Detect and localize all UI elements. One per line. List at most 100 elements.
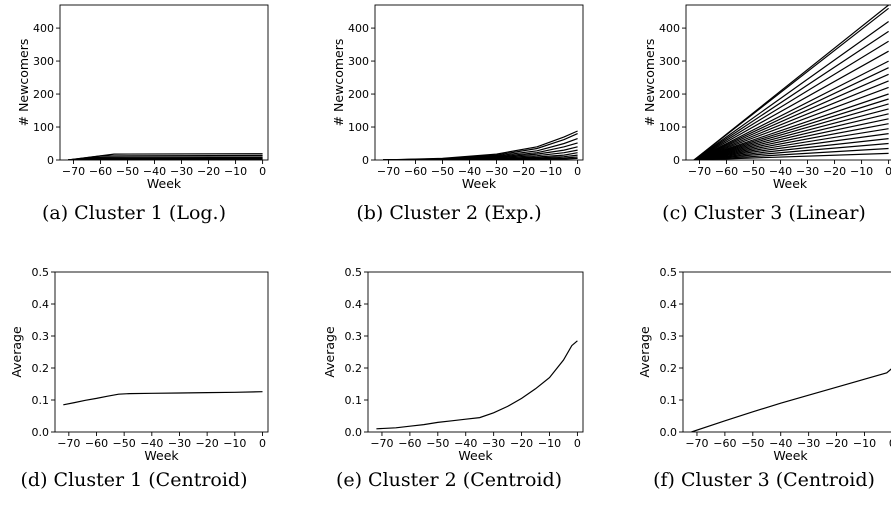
x-tick-label: 0	[574, 437, 581, 450]
x-tick-label: −50	[742, 165, 765, 178]
x-tick-label: −20	[512, 165, 535, 178]
y-tick-label: 0.5	[345, 266, 363, 279]
y-tick-label: 0.4	[660, 298, 678, 311]
y-tick-label: 0.2	[345, 362, 363, 375]
x-tick-label: −20	[196, 437, 219, 450]
x-tick-label: −50	[113, 437, 136, 450]
x-tick-label: −10	[224, 165, 247, 178]
y-tick-label: 400	[348, 22, 369, 35]
series-line-11	[693, 86, 889, 160]
series-line-2	[693, 7, 889, 160]
x-tick-label: 0	[259, 437, 266, 450]
y-tick-label: 0.1	[32, 394, 50, 407]
x-tick-label: −70	[57, 437, 80, 450]
x-tick-label: −40	[143, 165, 166, 178]
x-tick-label: −20	[197, 165, 220, 178]
y-tick-label: 300	[348, 55, 369, 68]
x-tick-label: −40	[140, 437, 163, 450]
panel-caption: (f) Cluster 3 (Centroid)	[653, 469, 875, 491]
x-tick-label: −40	[769, 165, 792, 178]
panel-caption: (c) Cluster 3 (Linear)	[662, 202, 866, 224]
panel-caption: (a) Cluster 1 (Log.)	[42, 202, 226, 224]
y-tick-label: 300	[33, 55, 54, 68]
y-tick-label: 200	[33, 88, 54, 101]
x-tick-label: −70	[688, 165, 711, 178]
x-tick-label: −10	[850, 165, 873, 178]
x-tick-label: −70	[62, 165, 85, 178]
y-tick-label: 0.0	[660, 426, 678, 439]
chart-panel-6: −70 −60 −50 −40 −30 −20 −10 0 0.0 0.1 0.2 0.3 0.4 0.5…	[637, 266, 891, 491]
series-group	[691, 368, 891, 432]
y-tick-label: 0.0	[32, 426, 50, 439]
x-tick-label: −50	[431, 165, 454, 178]
x-tick-label: −60	[404, 165, 427, 178]
y-tick-label: 0.3	[660, 330, 678, 343]
x-tick-label: −30	[485, 165, 508, 178]
series-line-24	[694, 152, 889, 160]
y-tick-label: 200	[659, 88, 680, 101]
series-line-10	[383, 157, 578, 160]
series-line-13	[693, 98, 889, 160]
x-tick-label: −60	[713, 437, 736, 450]
x-tick-label: −10	[538, 437, 561, 450]
x-tick-label: −70	[377, 165, 400, 178]
series-group	[693, 5, 889, 160]
y-axis-title: Average	[322, 326, 337, 378]
x-axis-title: Week	[773, 448, 808, 463]
series-line-7	[693, 60, 889, 160]
series-line-9	[693, 73, 889, 160]
y-tick-label: 0.4	[32, 298, 50, 311]
chart-panel-5: −70 −60 −50 −40 −30 −20 −10 0 0.0 0.1 0.2 0.3 0.4 0.5…	[322, 266, 584, 491]
y-tick-label: 0.5	[32, 266, 50, 279]
series-line-8	[693, 67, 889, 160]
series-line-10	[693, 80, 889, 160]
x-tick-label: −30	[170, 165, 193, 178]
x-tick-label: −30	[168, 437, 191, 450]
series-line-23	[694, 147, 889, 160]
series-line-12	[693, 93, 889, 160]
y-tick-label: 0	[673, 154, 680, 167]
series-group	[383, 130, 578, 160]
x-tick-label: −70	[370, 437, 393, 450]
series-line-1	[691, 368, 891, 432]
y-axis-title: # Newcomers	[642, 39, 657, 127]
series-line-3	[693, 21, 889, 160]
panel-caption: (d) Cluster 1 (Centroid)	[21, 469, 248, 491]
series-line-14	[693, 103, 889, 160]
x-tick-label: 0	[889, 437, 891, 450]
y-tick-label: 400	[659, 22, 680, 35]
series-group	[376, 340, 578, 430]
chart-panel-3: −70 −60 −50 −40 −30 −20 −10 0 0 100 200 300 400 Week #…	[642, 4, 891, 224]
x-tick-label: −50	[426, 437, 449, 450]
y-tick-label: 0.1	[660, 394, 678, 407]
series-line-6	[693, 50, 889, 160]
y-axis-title: # Newcomers	[331, 39, 346, 127]
series-line-4	[693, 30, 889, 160]
series-line-5	[693, 40, 889, 160]
x-tick-label: −30	[796, 165, 819, 178]
series-line-15	[693, 108, 889, 160]
series-line-18	[693, 123, 889, 160]
x-axis-title: Week	[773, 176, 808, 191]
x-tick-label: 0	[574, 165, 581, 178]
y-tick-label: 0.3	[345, 330, 363, 343]
axes-frame	[685, 4, 891, 161]
x-tick-label: −60	[715, 165, 738, 178]
axes-frame	[374, 4, 584, 161]
y-tick-label: 100	[659, 121, 680, 134]
series-line-21	[694, 138, 889, 160]
x-tick-label: −40	[458, 165, 481, 178]
y-axis-title: # Newcomers	[16, 39, 31, 127]
y-tick-label: 0.5	[660, 266, 678, 279]
x-tick-label: −10	[223, 437, 246, 450]
x-tick-label: −60	[85, 437, 108, 450]
series-line-17	[693, 118, 889, 160]
y-tick-label: 0.3	[32, 330, 50, 343]
panel-caption: (e) Cluster 2 (Centroid)	[336, 469, 562, 491]
y-axis-title: Average	[9, 326, 24, 378]
chart-panel-4: −70 −60 −50 −40 −30 −20 −10 0 0.0 0.1 0.2 0.3 0.4 0.5…	[9, 266, 269, 491]
chart-panel-1: −70 −60 −50 −40 −30 −20 −10 0 0 100 200 300 400 Week #…	[16, 4, 269, 224]
y-tick-label: 300	[659, 55, 680, 68]
x-tick-label: −60	[89, 165, 112, 178]
